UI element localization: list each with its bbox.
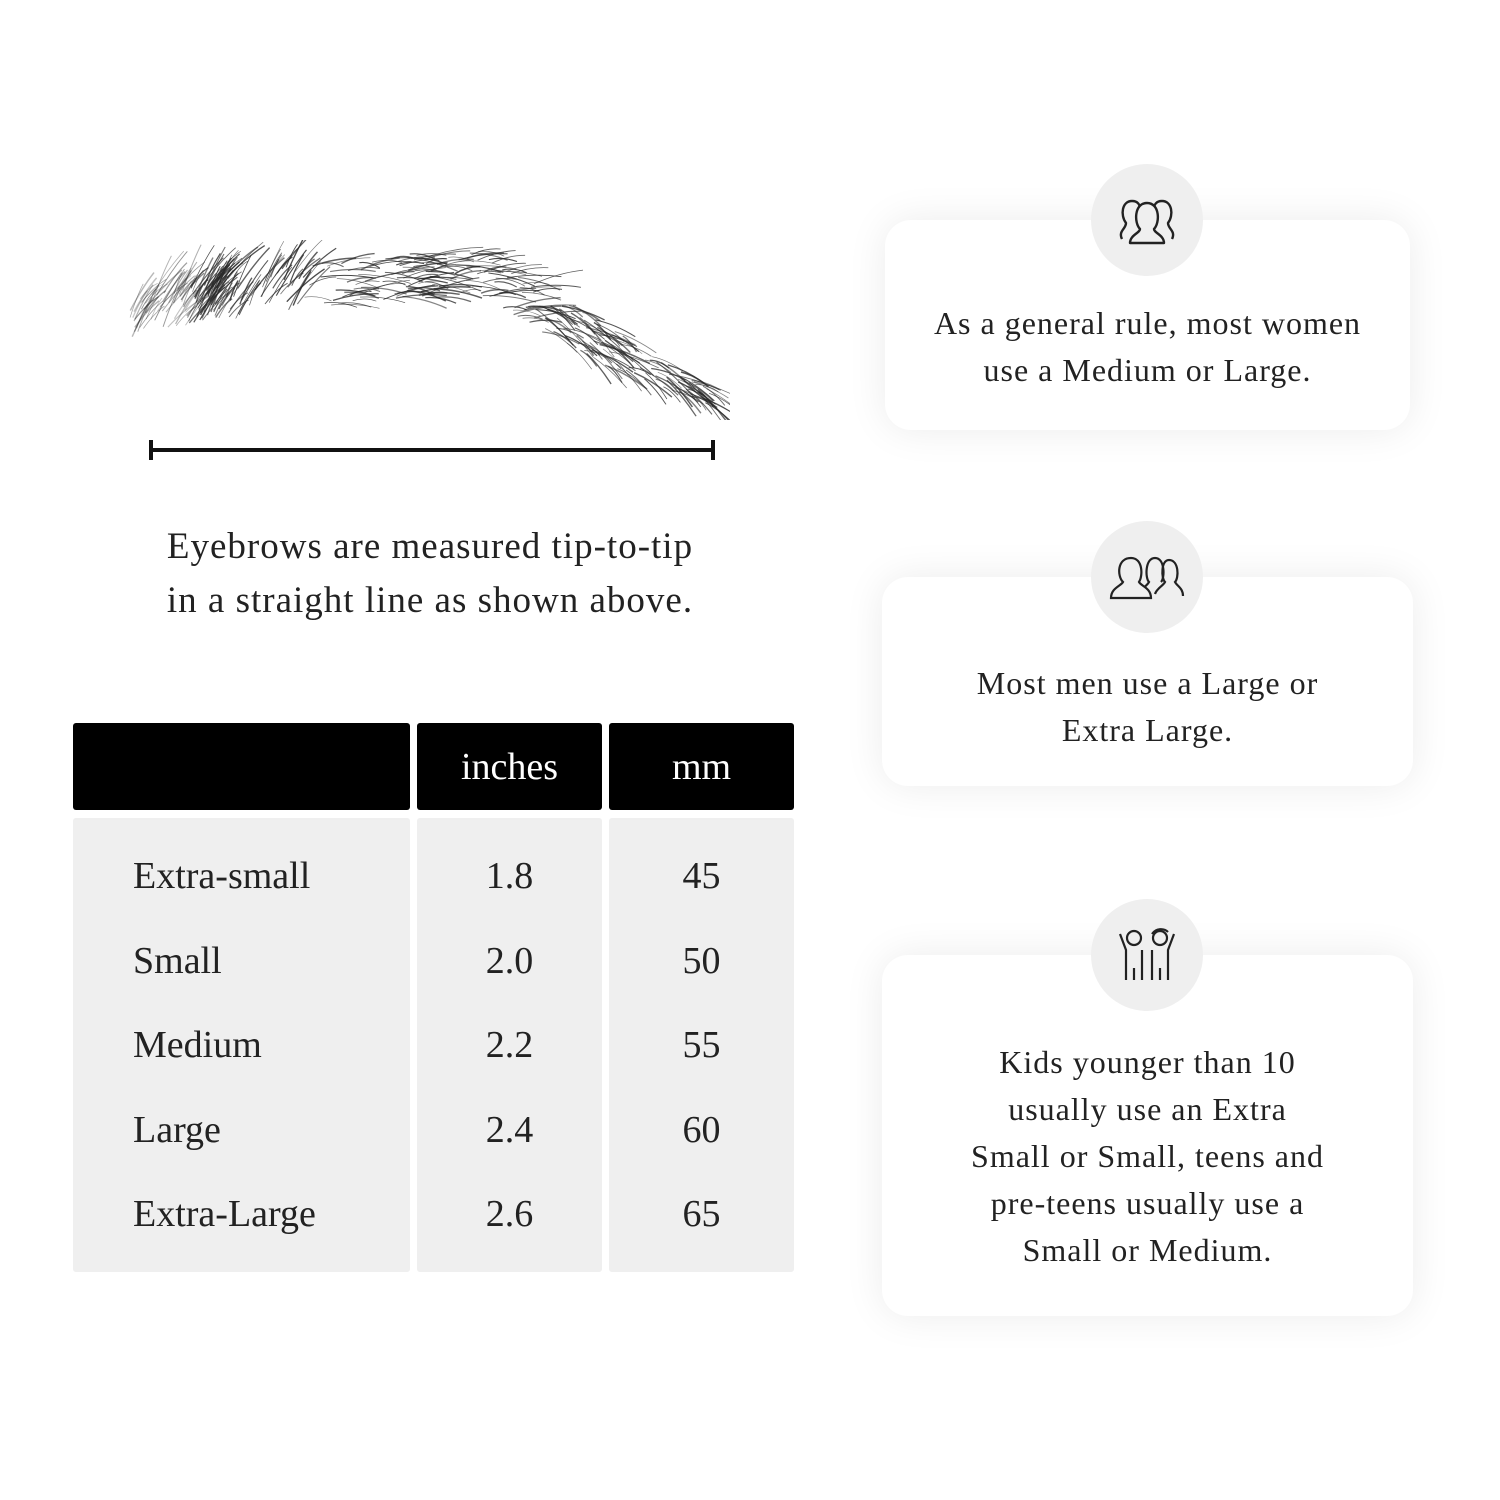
size-label: Extra-small (133, 855, 311, 897)
inches-value: 2.2 (485, 1024, 534, 1066)
caption-line: in a straight line as shown above. (166, 580, 694, 621)
caption-line: Eyebrows are measured tip-to-tip (166, 526, 694, 567)
women-group-icon (1091, 164, 1203, 276)
card-text-line: Small or Small, teens and (971, 1138, 1324, 1174)
inches-value: 1.8 (485, 855, 534, 897)
inches-column (417, 818, 602, 1272)
header-size (73, 723, 410, 810)
card-text-line: use a Medium or Large. (983, 352, 1312, 388)
mm-value: 55 (682, 1024, 721, 1066)
header-inches: inches (417, 723, 602, 810)
measurement-line (149, 440, 715, 460)
measurement-caption: Eyebrows are measured tip-to-tip in a st… (100, 520, 760, 628)
card-text-line: Extra Large. (1061, 712, 1234, 748)
mm-value: 65 (682, 1193, 721, 1235)
mm-value: 50 (682, 939, 721, 982)
inches-value: 2.4 (485, 1108, 534, 1151)
men-group-icon (1091, 521, 1203, 633)
inches-value: 2.6 (485, 1193, 534, 1235)
eyebrow-illustration (129, 240, 730, 420)
card-text-line: Most men use a Large or (976, 665, 1319, 701)
size-label: Medium (133, 1024, 262, 1066)
mm-value: 60 (682, 1108, 721, 1151)
mm-value: 45 (682, 855, 721, 897)
mm-column (609, 818, 794, 1272)
card-text-line: Kids younger than 10 (999, 1044, 1296, 1080)
card-text-line: As a general rule, most women (933, 305, 1362, 341)
header-mm: mm (609, 723, 794, 810)
card-text-line: usually use an Extra (1008, 1091, 1287, 1127)
size-label: Large (133, 1108, 221, 1151)
card-text-line: Small or Medium. (1022, 1232, 1273, 1268)
size-label: Small (133, 939, 222, 982)
kids-card: Kids younger than 10 usually use an Extr… (882, 955, 1413, 1316)
card-text-line: pre-teens usually use a (990, 1185, 1305, 1221)
kids-icon (1091, 899, 1203, 1011)
size-column (73, 818, 410, 1272)
inches-value: 2.0 (485, 939, 534, 982)
size-label: Extra-Large (133, 1193, 316, 1235)
